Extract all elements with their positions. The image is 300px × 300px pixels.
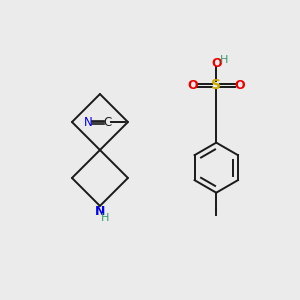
Text: N: N <box>84 116 92 128</box>
Text: O: O <box>235 79 245 92</box>
Text: C: C <box>104 116 112 128</box>
Text: H: H <box>220 55 229 64</box>
Text: H: H <box>101 213 110 223</box>
Text: N: N <box>95 205 105 218</box>
Text: O: O <box>188 79 198 92</box>
Text: S: S <box>211 78 221 92</box>
Text: O: O <box>211 57 222 70</box>
